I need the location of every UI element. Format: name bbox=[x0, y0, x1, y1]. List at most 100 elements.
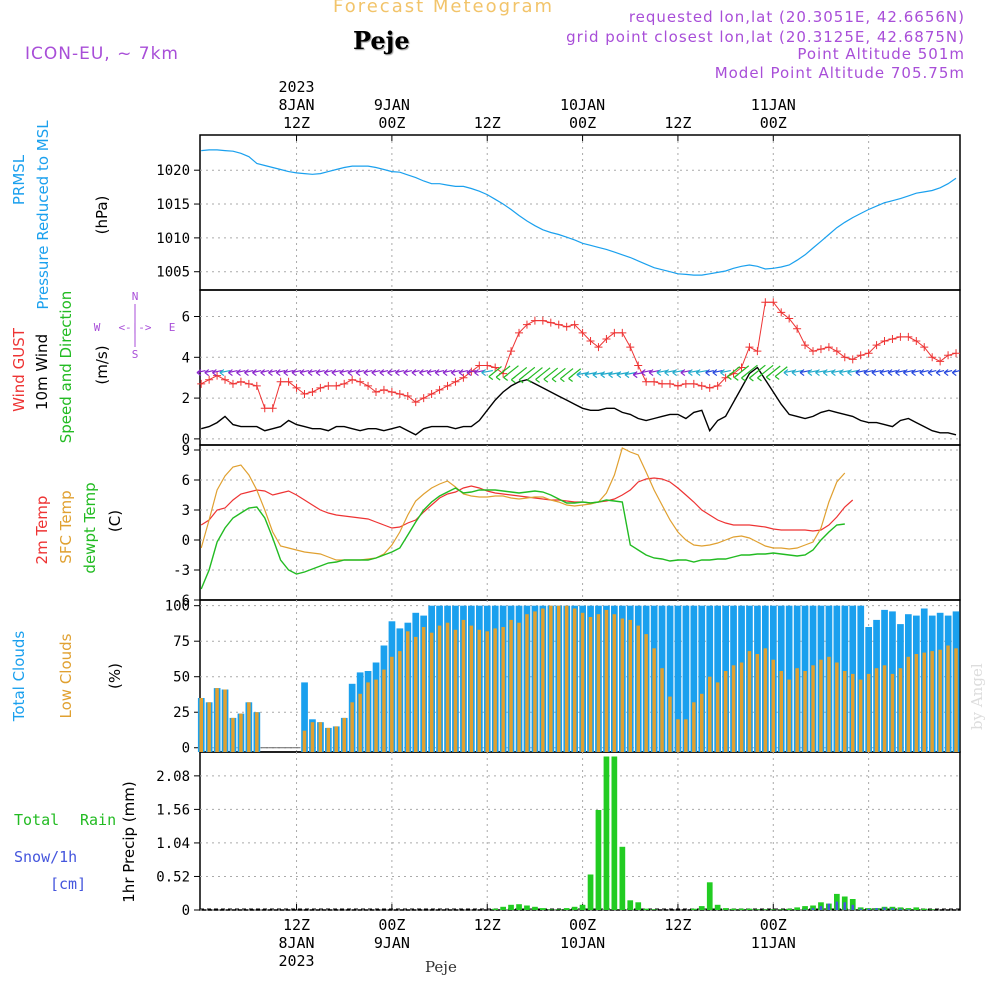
rain-bar bbox=[555, 909, 562, 910]
wind-direction-arrow bbox=[323, 369, 333, 377]
low-cloud-bar bbox=[612, 614, 617, 752]
low-cloud-bar bbox=[255, 712, 259, 752]
bottom-time-label: 00Z bbox=[760, 916, 787, 934]
temp-y-tick-label: -6 bbox=[173, 593, 190, 609]
total-clouds-label: Total Clouds bbox=[10, 631, 28, 723]
wind-direction-arrow bbox=[466, 369, 476, 377]
wind-direction-arrow bbox=[503, 365, 519, 381]
wind-gust-marker bbox=[570, 320, 579, 329]
rain-bar bbox=[611, 756, 618, 910]
wind-direction-arrow bbox=[363, 369, 373, 377]
rain-bar bbox=[929, 909, 935, 910]
wind-gust-marker bbox=[872, 341, 881, 350]
wind-direction-arrow bbox=[656, 369, 668, 377]
wind-direction-arrow bbox=[458, 369, 468, 377]
wind-gust-marker bbox=[419, 394, 428, 403]
low-cloud-bar bbox=[215, 688, 219, 752]
wind-gust-marker bbox=[920, 343, 929, 352]
wind-direction-arrow bbox=[664, 369, 676, 377]
pressure-label-prmsl: PRMSL bbox=[10, 154, 28, 205]
wind-gust-marker bbox=[260, 404, 269, 413]
rain-bar bbox=[905, 908, 912, 910]
low-cloud-bar bbox=[692, 702, 696, 752]
rain-bar bbox=[722, 908, 729, 910]
wind-direction-arrow bbox=[871, 369, 882, 377]
precip-snow-unit-label: [cm] bbox=[50, 875, 86, 893]
wind-direction-arrow bbox=[379, 369, 389, 377]
wind-direction-arrow bbox=[726, 366, 741, 381]
wind-direction-arrow bbox=[712, 369, 723, 377]
low-cloud-bar bbox=[310, 722, 315, 752]
wind-gust-marker bbox=[785, 314, 794, 323]
rain-bar bbox=[754, 909, 761, 910]
low-cloud-bar bbox=[628, 619, 632, 752]
wind-gust-marker bbox=[379, 385, 388, 394]
bottom-time-label: 8JAN bbox=[278, 934, 314, 952]
rain-bar bbox=[547, 909, 554, 910]
low-cloud-bar bbox=[676, 719, 680, 752]
total-cloud-bar bbox=[785, 605, 793, 752]
wind-gust-marker bbox=[483, 361, 492, 370]
low-cloud-bar bbox=[533, 611, 537, 752]
low-cloud-bar bbox=[414, 636, 418, 752]
wind-direction-arrow bbox=[863, 369, 874, 377]
temp-panel-frame bbox=[199, 444, 961, 601]
low-cloud-bar bbox=[588, 617, 593, 752]
wind-gust-marker bbox=[586, 336, 595, 345]
wind-gust-marker bbox=[848, 355, 857, 364]
wind-direction-arrow bbox=[518, 366, 536, 384]
precip-total-label: Total bbox=[14, 811, 59, 829]
low-cloud-bar bbox=[477, 629, 481, 752]
wind-gust-marker bbox=[221, 375, 230, 384]
total-cloud-bar bbox=[682, 605, 690, 752]
wind-gust-marker bbox=[824, 343, 833, 352]
wind-direction-arrow bbox=[847, 369, 858, 377]
wind-direction-arrow bbox=[791, 369, 803, 377]
cloud-unit-label: (%) bbox=[106, 663, 124, 689]
low-cloud-bar bbox=[811, 665, 815, 752]
wind-gust-marker bbox=[268, 404, 277, 413]
wind-direction-arrow bbox=[387, 369, 397, 377]
low-cloud-bar bbox=[890, 673, 895, 752]
wind-gust-marker bbox=[832, 347, 841, 356]
wind-direction-arrow bbox=[733, 365, 750, 381]
wind-direction-arrow bbox=[347, 369, 357, 377]
snow-bar bbox=[851, 904, 854, 910]
wind-gust-marker bbox=[340, 379, 349, 388]
low-cloud-bar bbox=[874, 668, 879, 752]
wind-direction-arrow bbox=[919, 369, 929, 377]
wind-gust-marker bbox=[642, 377, 651, 386]
wind-direction-arrow bbox=[839, 369, 851, 377]
pressure-line bbox=[201, 149, 957, 276]
wind-gust-marker bbox=[952, 349, 961, 358]
temp-sfc-line bbox=[200, 447, 846, 561]
wind-gust-marker bbox=[228, 379, 237, 388]
wind-direction-arrow bbox=[855, 369, 866, 377]
low-cloud-bar bbox=[779, 671, 783, 752]
station-name: Peje bbox=[353, 26, 410, 55]
low-cloud-bar bbox=[580, 612, 585, 752]
top-time-label: 00Z bbox=[378, 114, 405, 132]
precip-y-tick-label: 1.56 bbox=[156, 802, 190, 818]
wind-gust-marker bbox=[681, 379, 690, 388]
rain-bar bbox=[508, 904, 514, 910]
wind-gust-marker bbox=[594, 343, 603, 352]
wind-gust-marker bbox=[491, 363, 500, 372]
wind-gust-marker bbox=[276, 377, 285, 386]
low-cloud-bar bbox=[596, 614, 601, 752]
rain-bar bbox=[500, 906, 506, 910]
low-cloud-bar bbox=[731, 665, 736, 752]
low-cloud-bar bbox=[739, 662, 744, 752]
wind-direction-arrow bbox=[495, 365, 511, 381]
rain-bar bbox=[516, 904, 522, 910]
rain-bar bbox=[778, 909, 785, 910]
low-cloud-bar bbox=[461, 619, 466, 752]
rain-bar bbox=[492, 908, 498, 910]
wind-gust-marker bbox=[713, 381, 722, 390]
pressure-y-tick-label: 1015 bbox=[156, 197, 190, 213]
low-cloud-bar bbox=[382, 669, 386, 752]
top-time-label: 12Z bbox=[474, 114, 501, 132]
rain-bar bbox=[643, 908, 649, 910]
wind-gust-marker bbox=[912, 336, 921, 345]
top-time-label: 12Z bbox=[664, 114, 691, 132]
